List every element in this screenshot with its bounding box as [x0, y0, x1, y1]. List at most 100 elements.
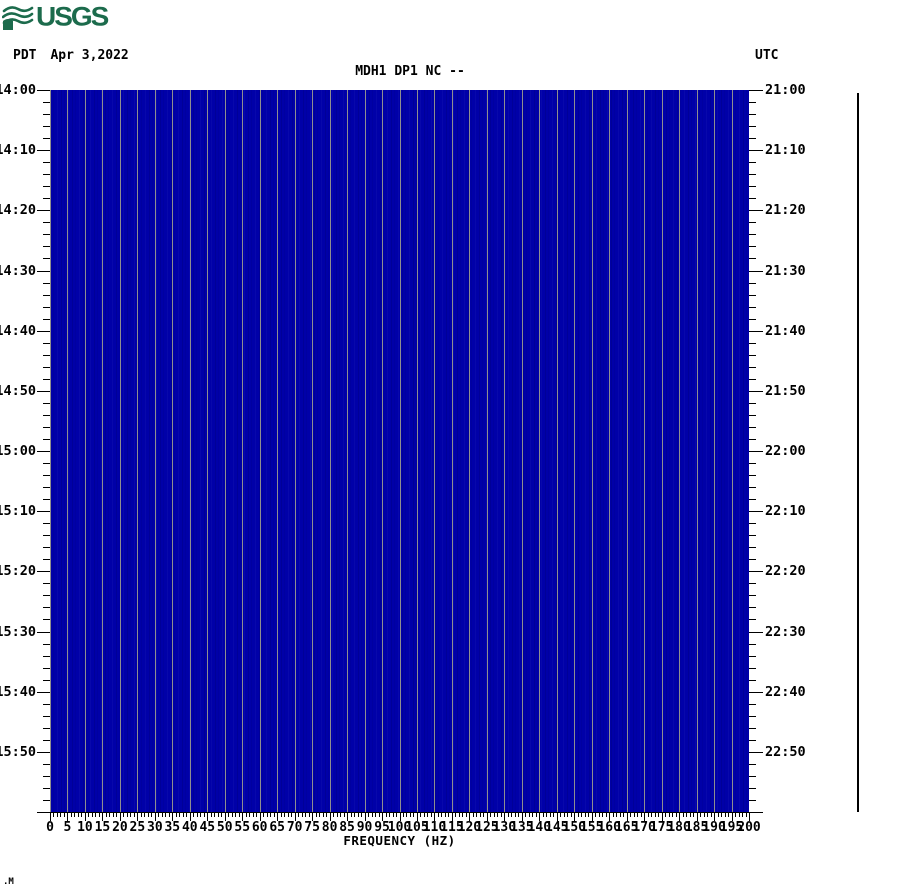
y-tick-label-right: 21:20: [765, 202, 806, 219]
x-minor-tick: [721, 812, 723, 817]
y-minor-tick-left: [43, 523, 50, 525]
y-minor-tick-left: [43, 294, 50, 296]
y-minor-tick-right: [749, 126, 756, 128]
x-minor-tick: [389, 812, 390, 817]
y-minor-tick-right: [749, 258, 756, 260]
x-major-tick: [696, 812, 698, 821]
x-tick-label: 40: [181, 820, 198, 835]
x-minor-tick: [612, 812, 614, 817]
x-minor-tick: [490, 812, 492, 817]
x-minor-tick: [98, 812, 100, 817]
x-major-tick: [521, 812, 523, 821]
y-tick-label-left: 15:20: [0, 563, 36, 580]
x-minor-tick: [333, 812, 335, 817]
gridline: [50, 90, 51, 812]
x-minor-tick: [175, 812, 177, 817]
x-minor-tick: [619, 812, 621, 817]
gridline: [591, 90, 593, 812]
x-minor-tick: [602, 812, 604, 817]
gridline: [312, 90, 314, 812]
gridline: [382, 90, 384, 812]
x-tick-label: 120: [457, 820, 482, 835]
x-minor-tick: [77, 812, 79, 817]
y-minor-tick-left: [43, 402, 50, 404]
gridline: [207, 90, 209, 812]
x-minor-tick: [658, 812, 660, 817]
x-tick-label: 25: [129, 820, 146, 835]
y-minor-tick-left: [43, 234, 50, 236]
x-major-tick: [382, 812, 384, 821]
x-minor-tick: [280, 812, 282, 817]
x-minor-tick: [182, 812, 184, 817]
x-minor-tick: [252, 812, 254, 817]
y-minor-tick-right: [749, 402, 756, 404]
x-minor-tick: [497, 812, 499, 817]
x-major-tick: [137, 812, 139, 821]
x-minor-tick: [70, 812, 72, 817]
x-axis-tick-labels: 0 5 10 15 20 25 30 35 40 45 50 55 60 65 70 75 80 85 90 95 10…: [46, 820, 761, 836]
y-tick-label-right: 21:40: [765, 322, 806, 339]
x-tick-label: 190: [702, 820, 726, 835]
x-minor-tick: [409, 812, 411, 817]
x-tick-label: 135: [510, 820, 534, 835]
x-minor-tick: [633, 812, 635, 817]
gridline: [486, 90, 488, 812]
gridline: [714, 90, 716, 812]
x-tick-label: 150: [562, 820, 586, 835]
x-minor-tick: [518, 812, 520, 817]
y-minor-tick-left: [43, 366, 50, 368]
x-minor-tick: [63, 812, 65, 817]
x-minor-tick: [710, 812, 712, 817]
x-minor-tick: [514, 812, 516, 817]
y-minor-tick-right: [749, 535, 756, 537]
gridline: [189, 90, 191, 812]
x-major-tick: [347, 812, 349, 821]
x-minor-tick: [672, 812, 674, 817]
y-tick-label-left: 15:50: [0, 743, 36, 760]
x-minor-tick: [144, 812, 146, 817]
y-minor-tick-left: [43, 258, 50, 260]
x-minor-tick: [273, 812, 275, 817]
x-minor-tick: [483, 812, 485, 817]
x-minor-tick: [402, 812, 404, 817]
y-major-tick-left: [37, 390, 50, 392]
x-major-tick: [119, 812, 121, 821]
x-tick-label: 50: [216, 820, 233, 835]
x-minor-tick: [437, 812, 439, 817]
x-minor-tick: [123, 812, 125, 817]
x-minor-tick: [385, 812, 387, 817]
x-minor-tick: [570, 812, 572, 817]
x-minor-tick: [308, 812, 310, 817]
gridline: [521, 90, 523, 812]
gridline: [329, 90, 331, 812]
y-minor-tick-left: [43, 354, 50, 356]
x-minor-tick: [525, 812, 527, 817]
y-minor-tick-right: [749, 655, 756, 657]
x-minor-tick: [742, 812, 743, 817]
y-minor-tick-left: [43, 547, 50, 549]
y-minor-tick-left: [43, 775, 50, 777]
y-major-tick-left: [37, 210, 50, 212]
y-minor-tick-left: [43, 282, 50, 284]
y-major-tick-right: [749, 390, 763, 392]
x-major-tick: [451, 812, 453, 821]
gridline: [626, 90, 628, 812]
y-minor-tick-right: [749, 354, 756, 356]
station-title: MDH1 DP1 NC --: [355, 64, 465, 79]
x-minor-tick: [105, 812, 107, 817]
x-minor-tick: [56, 812, 58, 817]
x-tick-label: 165: [614, 820, 639, 835]
y-tick-label-right: 21:00: [765, 82, 806, 98]
y-minor-tick-left: [43, 619, 50, 621]
x-tick-label: 60: [251, 820, 268, 835]
x-minor-tick: [315, 812, 317, 817]
y-tick-label-left: 15:10: [0, 503, 36, 520]
y-major-tick-right: [749, 330, 763, 332]
x-minor-tick: [654, 812, 656, 817]
x-minor-tick: [427, 812, 429, 817]
y-minor-tick-left: [43, 138, 50, 140]
x-minor-tick: [340, 812, 342, 817]
y-major-tick-left: [37, 150, 50, 152]
y-minor-tick-right: [749, 787, 756, 789]
x-tick-label: 65: [269, 820, 285, 835]
